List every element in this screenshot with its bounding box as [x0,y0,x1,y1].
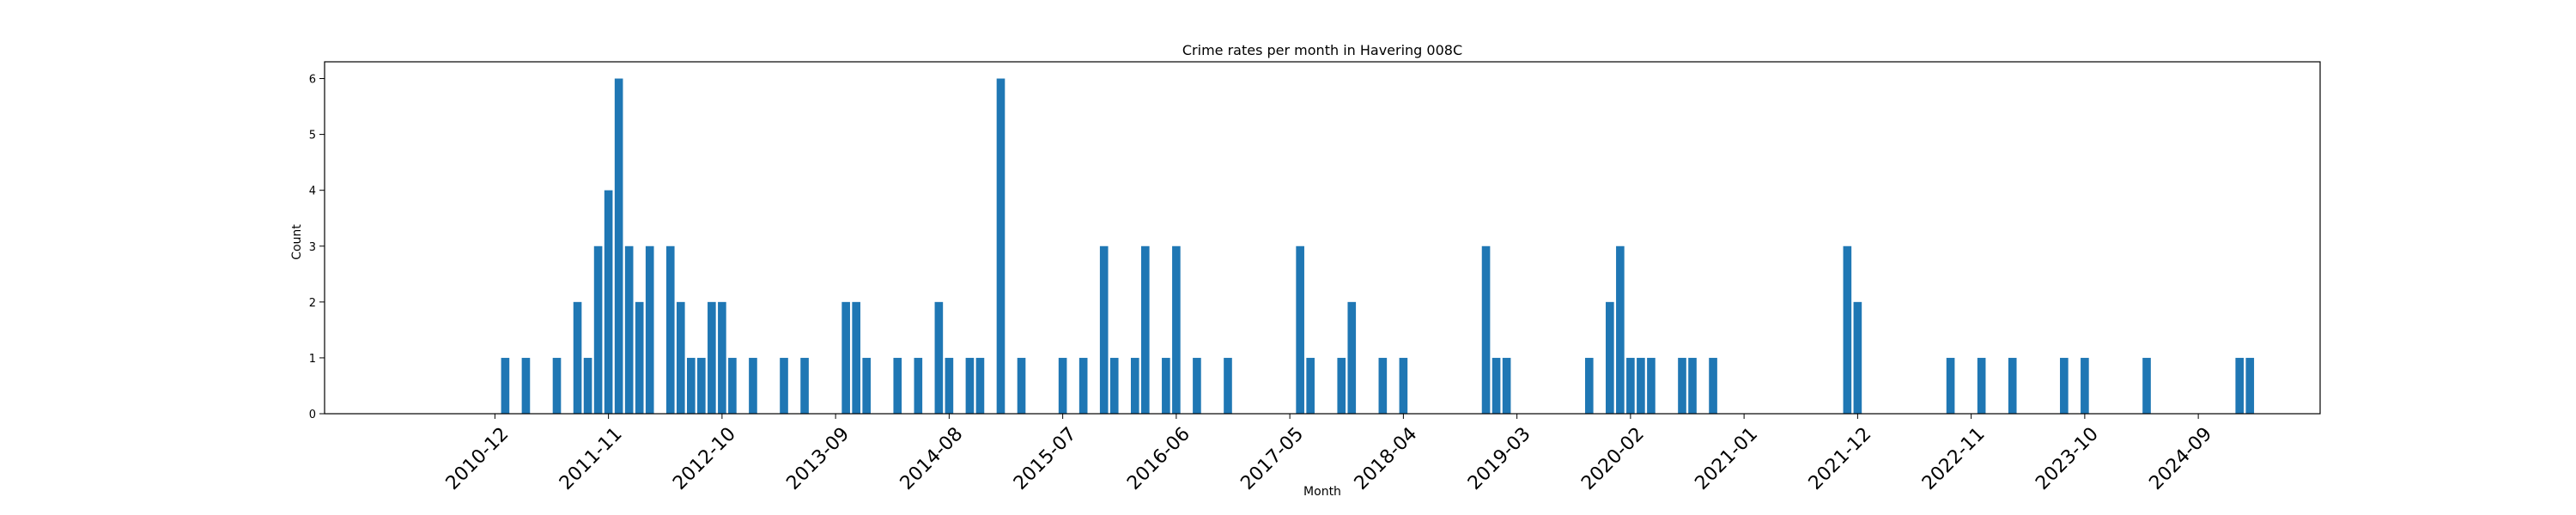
bar-2019-02 [1502,357,1511,414]
bar-2020-01 [1616,245,1625,414]
bar-2025-02 [2245,357,2255,414]
bar-2015-03 [1017,357,1026,414]
y-tick-label: 2 [309,297,316,310]
bar-2014-05 [914,357,923,414]
bar-2014-11 [975,357,985,414]
bar-2015-11 [1099,245,1109,414]
bar-2017-07 [1306,357,1315,414]
bar-2018-12 [1481,245,1491,414]
bar-2016-05 [1162,357,1170,414]
y-tick-label: 1 [309,353,316,366]
plot-frame [324,61,2321,415]
bar-2013-04 [780,357,788,414]
bar-2014-08 [945,357,954,414]
bar-2013-11 [852,301,860,414]
bar-2020-04 [1647,357,1656,414]
bar-2016-03 [1141,245,1150,414]
bar-2012-11 [728,357,737,414]
bar-2020-10 [1709,357,1717,414]
bar-2011-09 [583,357,592,414]
bar-2022-12 [1977,357,1986,414]
bar-2020-08 [1688,357,1697,414]
y-tick-label: 5 [309,130,316,142]
bar-2022-09 [1946,357,1955,414]
bar-2011-10 [593,245,603,414]
bar-2014-03 [893,357,902,414]
bar-2023-10 [2081,357,2089,414]
bar-2017-10 [1337,357,1346,414]
bar-2024-04 [2142,357,2151,414]
bar-2012-07 [687,357,696,414]
bar-2016-11 [1224,357,1232,414]
bar-2015-01 [996,78,1005,415]
y-tick-label: 4 [309,185,316,198]
bar-2011-08 [573,301,582,414]
bar-2013-01 [749,357,757,414]
bar-2012-01 [624,245,634,414]
y-tick-label: 3 [309,241,316,254]
bar-2011-01 [501,357,510,414]
bar-2012-08 [697,357,706,414]
bar-2014-07 [934,301,944,414]
bar-2019-01 [1492,357,1501,414]
bar-2015-07 [1058,357,1067,414]
bar-2012-06 [676,301,685,414]
bar-2018-02 [1378,357,1388,414]
bar-2021-11 [1843,245,1852,414]
bar-2017-11 [1347,301,1357,414]
bar-2018-04 [1399,357,1408,414]
bar-2011-06 [552,357,562,414]
bar-2016-08 [1193,357,1201,414]
y-tick-label: 0 [309,409,316,421]
bar-2014-10 [965,357,975,414]
y-tick-label: 6 [309,74,316,87]
bar-2012-05 [665,245,675,414]
bar-2019-12 [1606,301,1614,414]
bar-2012-10 [718,301,726,414]
bar-2015-09 [1078,357,1088,414]
x-axis-label: Month [1303,485,1341,499]
bars-group [501,78,2255,415]
bar-2015-12 [1109,357,1119,414]
bar-2017-06 [1296,245,1304,414]
bar-2011-12 [614,78,623,415]
bar-2013-10 [841,301,850,414]
y-ticks-group: 0 1 2 3 4 5 6 [309,74,325,421]
bar-2011-03 [521,357,531,414]
bar-2023-03 [2008,357,2017,414]
bar-2021-12 [1853,301,1862,414]
chart-title: Crime rates per month in Havering 008C [1182,42,1462,58]
bar-2023-08 [2060,357,2069,414]
bar-2016-02 [1130,357,1139,414]
bar-2020-07 [1678,357,1686,414]
bar-2016-06 [1172,245,1181,414]
bar-2020-03 [1637,357,1645,414]
y-axis-label: Count [290,224,304,260]
bar-2011-11 [604,190,613,414]
bar-2012-09 [708,301,716,414]
bar-2025-01 [2235,357,2245,414]
bar-2013-12 [862,357,872,414]
bar-2013-06 [800,357,809,414]
bar-2019-10 [1584,357,1594,414]
bar-2012-03 [645,245,654,414]
bar-2020-02 [1626,357,1635,414]
bar-2012-02 [635,301,644,414]
